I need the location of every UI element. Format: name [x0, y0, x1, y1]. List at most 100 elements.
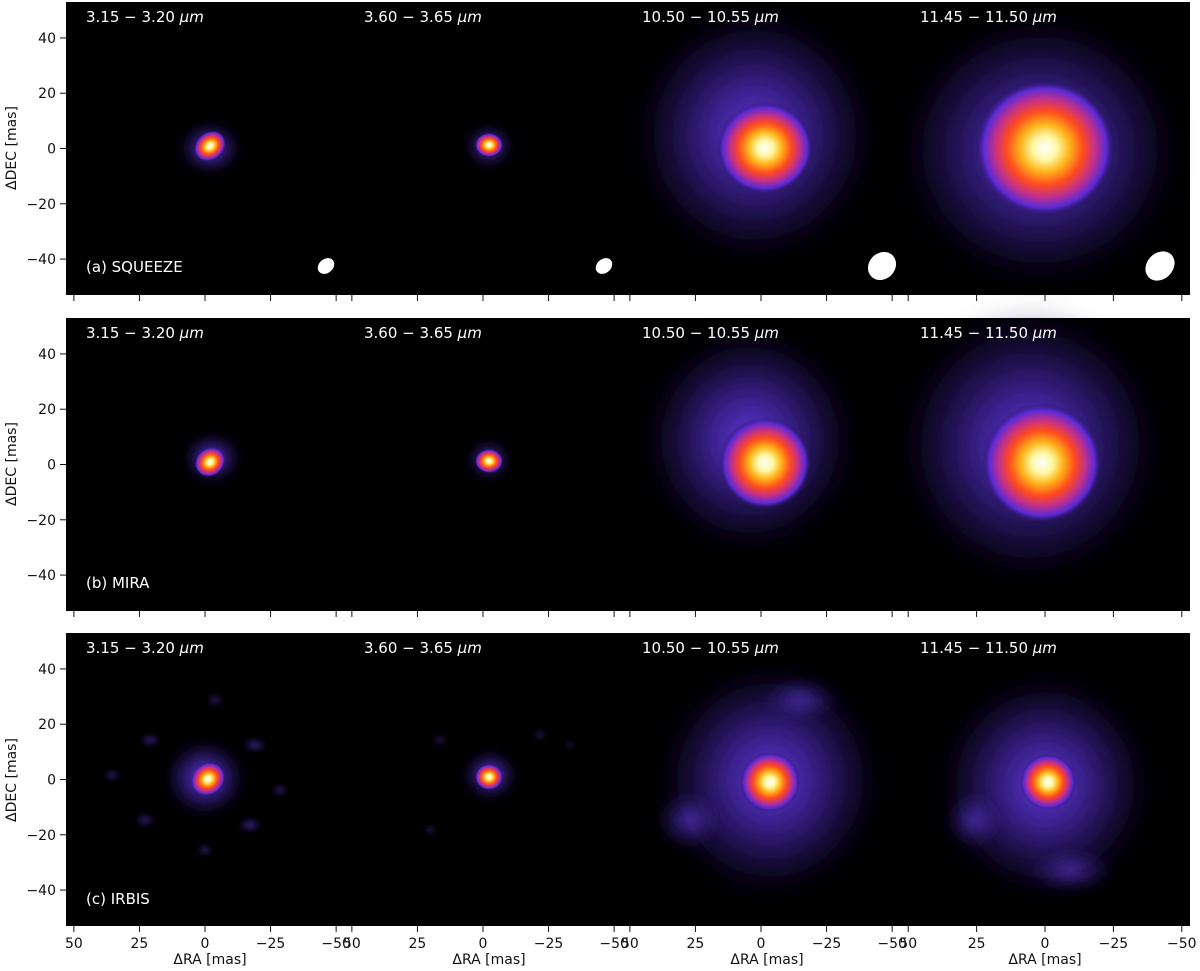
column-unit: μm — [1032, 8, 1057, 26]
column-label: 10.50 − 10.55 — [642, 8, 755, 26]
y-tick-label: −40 — [26, 568, 56, 584]
x-axis-label-4: ΔRA [mas] — [1008, 952, 1081, 968]
x-tick-label: −50 — [321, 936, 351, 952]
svg-text:3.60 − 3.65 μm: 3.60 − 3.65 μm — [364, 639, 482, 657]
svg-text:11.45 − 11.50 μm: 11.45 − 11.50 μm — [920, 324, 1057, 342]
x-tick-label: −25 — [812, 936, 842, 952]
x-tick-label: 50 — [899, 936, 917, 952]
beam-ellipse — [1145, 251, 1175, 281]
y-tick-label: 40 — [38, 347, 56, 363]
y-tick-label: 20 — [38, 402, 56, 418]
x-tick-label: 25 — [968, 936, 986, 952]
column-label: 3.60 − 3.65 — [364, 8, 458, 26]
y-tick-label: 20 — [38, 717, 56, 733]
svg-text:10.50 − 10.55 μm: 10.50 − 10.55 μm — [642, 639, 779, 657]
x-tick-label: −25 — [256, 936, 286, 952]
column-unit: μm — [1032, 639, 1057, 657]
svg-text:3.60 − 3.65 μm: 3.60 − 3.65 μm — [364, 324, 482, 342]
column-unit: μm — [754, 324, 779, 342]
x-tick-label: −50 — [877, 936, 907, 952]
x-tick-label: 50 — [65, 936, 83, 952]
y-tick-label: 40 — [38, 662, 56, 678]
x-tick-label: −25 — [1099, 936, 1129, 952]
panel-a3: 10.50 − 10.55 μm — [622, 2, 900, 295]
panel-a2: 3.60 − 3.65 μm — [344, 2, 622, 295]
x-tick-label: −25 — [534, 936, 564, 952]
svg-text:3.15 − 3.20 μm: 3.15 − 3.20 μm — [86, 324, 204, 342]
y-axis-label-a: ΔDEC [mas] — [4, 106, 20, 190]
y-tick-label: 20 — [38, 86, 56, 102]
panel-b1: 3.15 − 3.20 μm (b) MIRA — [66, 318, 344, 611]
column-unit: μm — [754, 8, 779, 26]
svg-text:11.45 − 11.50 μm: 11.45 − 11.50 μm — [920, 639, 1057, 657]
row-label: (a) SQUEEZE — [86, 258, 183, 276]
panel-b2: 3.60 − 3.65 μm — [344, 318, 622, 611]
column-unit: μm — [457, 324, 482, 342]
column-unit: μm — [457, 639, 482, 657]
x-tick-label: 0 — [479, 936, 488, 952]
row-label: (c) IRBIS — [86, 890, 150, 908]
column-unit: μm — [179, 639, 204, 657]
panel-b3: 10.50 − 10.55 μm — [622, 318, 900, 611]
panel-c1: 3.15 − 3.20 μm (c) IRBIS — [66, 633, 344, 926]
column-unit: μm — [754, 639, 779, 657]
column-label: 11.45 − 11.50 — [920, 324, 1033, 342]
column-unit: μm — [179, 324, 204, 342]
svg-text:3.15 − 3.20 μm: 3.15 − 3.20 μm — [86, 639, 204, 657]
column-label: 11.45 − 11.50 — [920, 639, 1033, 657]
column-label: 3.60 − 3.65 — [364, 639, 458, 657]
x-tick-label: 0 — [201, 936, 210, 952]
beam-ellipse — [867, 251, 897, 281]
column-label: 11.45 − 11.50 — [920, 8, 1033, 26]
row-label: (b) MIRA — [86, 574, 150, 592]
panel-c2: 3.60 − 3.65 μm — [344, 633, 622, 926]
panel-c4: 11.45 − 11.50 μm — [900, 633, 1190, 926]
panel-b4: 11.45 − 11.50 μm — [900, 310, 1190, 611]
x-tick-label: 25 — [409, 936, 427, 952]
x-tick-label: 25 — [687, 936, 705, 952]
x-tick-label: 50 — [621, 936, 639, 952]
y-tick-label: −40 — [26, 252, 56, 268]
x-tick-label: 0 — [1041, 936, 1050, 952]
column-label: 3.15 − 3.20 — [86, 639, 180, 657]
y-tick-label: −20 — [26, 828, 56, 844]
row-a: 3.15 − 3.20 μm (a) SQUEEZE 3.60 − 3.65 μ… — [66, 2, 1190, 295]
svg-text:10.50 − 10.55 μm: 10.50 − 10.55 μm — [642, 324, 779, 342]
y-axis-label-b: ΔDEC [mas] — [4, 422, 20, 506]
x-tick-label: 25 — [131, 936, 149, 952]
row-b: 3.15 − 3.20 μm (b) MIRA 3.60 − 3.65 μm 1… — [66, 310, 1190, 611]
panel-a1: 3.15 − 3.20 μm (a) SQUEEZE — [66, 2, 344, 295]
x-tick-label: 50 — [343, 936, 361, 952]
x-tick-label: −50 — [1167, 936, 1197, 952]
y-tick-label: 0 — [47, 142, 56, 158]
column-unit: μm — [1032, 324, 1057, 342]
y-tick-label: −20 — [26, 513, 56, 529]
column-label: 10.50 − 10.55 — [642, 324, 755, 342]
column-label: 3.15 − 3.20 — [86, 324, 180, 342]
x-axis-label-3: ΔRA [mas] — [730, 952, 803, 968]
y-tick-label: 0 — [47, 458, 56, 474]
svg-text:11.45 − 11.50 μm: 11.45 − 11.50 μm — [920, 8, 1057, 26]
panel-c3: 10.50 − 10.55 μm — [622, 633, 900, 926]
y-tick-label: 40 — [38, 31, 56, 47]
y-axis-label-c: ΔDEC [mas] — [4, 738, 20, 822]
panel-a4: 11.45 − 11.50 μm — [900, 2, 1190, 295]
beam-ellipse — [317, 258, 335, 274]
column-unit: μm — [179, 8, 204, 26]
column-label: 10.50 − 10.55 — [642, 639, 755, 657]
svg-text:10.50 − 10.55 μm: 10.50 − 10.55 μm — [642, 8, 779, 26]
row-c: 3.15 − 3.20 μm (c) IRBIS 3.60 − 3.65 μm … — [66, 633, 1190, 926]
x-tick-label: −50 — [599, 936, 629, 952]
x-tick-label: 0 — [757, 936, 766, 952]
column-label: 3.60 − 3.65 — [364, 324, 458, 342]
beam-ellipse — [595, 258, 613, 274]
x-axis-label-1: ΔRA [mas] — [173, 952, 246, 968]
column-unit: μm — [457, 8, 482, 26]
x-axis-label-2: ΔRA [mas] — [452, 952, 525, 968]
column-label: 3.15 − 3.20 — [86, 8, 180, 26]
y-tick-label: 0 — [47, 773, 56, 789]
svg-text:3.15 − 3.20 μm: 3.15 − 3.20 μm — [86, 8, 204, 26]
svg-text:3.60 − 3.65 μm: 3.60 − 3.65 μm — [364, 8, 482, 26]
axes: 40 20 0 −20 −40 40 20 0 −20 −40 40 20 0 −20 −40 50 25 0 −2… — [26, 31, 1196, 952]
